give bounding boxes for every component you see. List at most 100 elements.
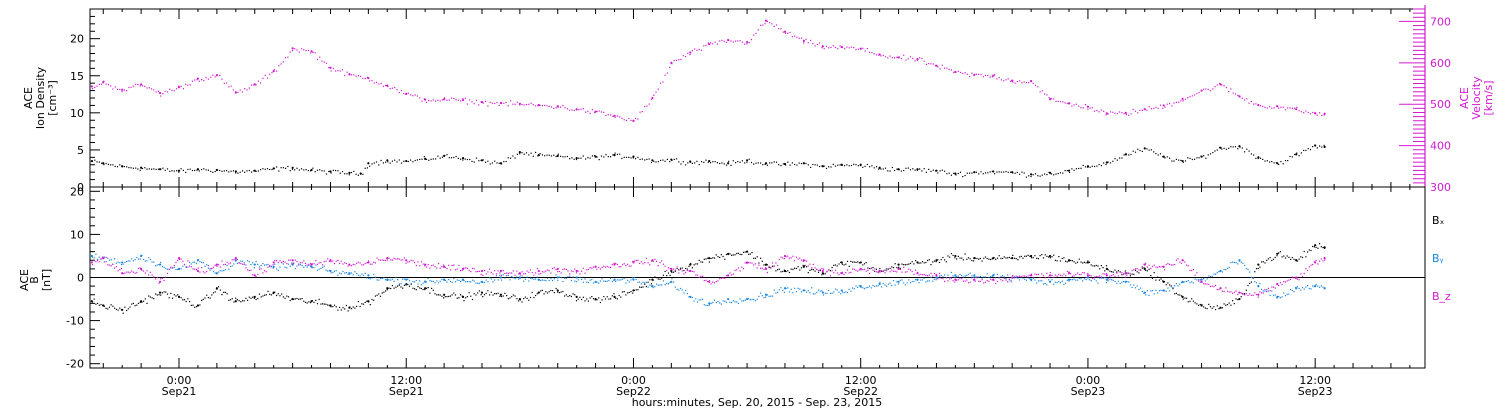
bx-point-filler <box>219 289 221 291</box>
by-point-filler <box>1007 274 1009 276</box>
bx-point-filler <box>540 290 542 292</box>
by-point-filler <box>1157 292 1159 294</box>
bx-point-filler <box>1167 282 1169 284</box>
bx-point-filler <box>800 267 803 269</box>
bx-point-filler <box>954 257 956 259</box>
bx-point-filler <box>95 303 97 305</box>
density-point-filler <box>850 164 853 167</box>
density-point-filler <box>1319 145 1321 147</box>
by-point <box>708 302 711 305</box>
bx-point-filler <box>228 299 230 301</box>
by-point-filler <box>466 281 468 283</box>
density-point-filler <box>635 158 637 160</box>
velocity-point-filler <box>1287 107 1289 109</box>
by-point-filler <box>241 260 244 262</box>
bx-point-filler <box>316 303 319 305</box>
bz-point-filler <box>495 273 497 275</box>
by-point-filler <box>1279 297 1281 299</box>
bx-point-filler <box>867 267 869 269</box>
bz-point-filler <box>320 261 322 264</box>
by-point <box>1067 278 1071 281</box>
by-point-filler <box>429 280 431 282</box>
velocity-point <box>783 30 787 33</box>
bz-point-filler <box>545 270 547 272</box>
density-point-filler <box>582 155 584 157</box>
bz-point-filler <box>393 257 395 259</box>
bz-point-filler <box>1189 269 1191 271</box>
bx-point-filler <box>1150 275 1152 277</box>
bz-point-filler <box>788 257 791 259</box>
by-point-filler <box>1145 294 1147 296</box>
density-point-filler <box>785 164 787 166</box>
bx-point-filler <box>1211 307 1213 309</box>
by-point-filler <box>97 258 99 260</box>
bz-point-filler <box>782 257 784 259</box>
by-point-filler <box>258 266 261 268</box>
velocity-point-filler <box>778 28 780 30</box>
bz-point-filler <box>306 264 308 266</box>
velocity-point-filler <box>907 58 909 60</box>
velocity-point-filler <box>785 32 787 34</box>
by-point-filler <box>511 276 513 278</box>
bz-point-filler <box>904 271 906 273</box>
bx-point-filler <box>725 253 728 256</box>
bz-point-filler <box>504 272 506 275</box>
velocity-point-filler <box>460 100 462 102</box>
by-point-filler <box>1283 292 1285 294</box>
bz-point-filler <box>303 260 305 262</box>
density-point-filler <box>666 158 668 160</box>
bx-point <box>1086 261 1090 264</box>
bz-point-filler <box>664 265 666 267</box>
by-point-filler <box>635 278 637 281</box>
by-point-filler <box>1262 290 1264 292</box>
bz-point <box>537 269 540 273</box>
bz-point-filler <box>323 261 325 263</box>
by-point-filler <box>986 273 988 275</box>
velocity-point-filler <box>541 105 543 107</box>
density-point-filler <box>853 163 855 165</box>
velocity-point-filler <box>796 36 798 38</box>
bz-point-filler <box>461 269 463 271</box>
by-point-filler <box>519 277 521 279</box>
bx-point-filler <box>158 294 160 296</box>
bz-point-filler <box>129 272 131 274</box>
bz-point-filler <box>567 270 569 272</box>
field-legend: Bₓ Bᵧ B_z <box>1432 214 1451 303</box>
by-point-filler <box>546 277 549 279</box>
bx-point-filler <box>599 301 601 304</box>
bz-point-filler <box>1022 275 1024 277</box>
density-point-filler <box>1234 146 1237 148</box>
density-point-filler <box>1162 156 1164 158</box>
bz-point-filler <box>925 274 927 276</box>
bx-point-filler <box>598 297 600 299</box>
density-point-filler <box>914 169 916 171</box>
bz-point-filler <box>1094 276 1096 278</box>
by-point-filler <box>1044 282 1046 284</box>
bz-point-filler <box>371 263 373 265</box>
density-point-filler <box>987 172 989 174</box>
bx-point-filler <box>492 294 494 296</box>
density-point <box>461 156 465 160</box>
bz-point-filler <box>463 267 465 269</box>
by-point-filler <box>790 288 792 290</box>
bx-point-filler <box>666 275 668 277</box>
bz-point-filler <box>211 267 213 269</box>
bz-point-filler <box>541 271 543 273</box>
by-point-filler <box>1102 277 1104 279</box>
bz-point-filler <box>604 266 607 268</box>
velocity-point-filler <box>1280 106 1282 108</box>
bz-point-filler <box>257 273 259 275</box>
by-point-filler <box>1088 279 1091 281</box>
by-point-filler <box>548 279 550 282</box>
by-point-filler <box>405 283 407 285</box>
bx-point-filler <box>1090 264 1092 266</box>
bz-point-filler <box>313 263 315 265</box>
bz-point-filler <box>1167 263 1169 265</box>
density-point-filler <box>689 160 691 162</box>
bz-point-filler <box>286 263 288 265</box>
by-point-filler <box>615 280 617 283</box>
velocity-point-filler <box>650 99 653 101</box>
density-point-filler <box>535 151 537 153</box>
bz-point-filler <box>1056 275 1058 277</box>
by-point-filler <box>695 298 697 300</box>
